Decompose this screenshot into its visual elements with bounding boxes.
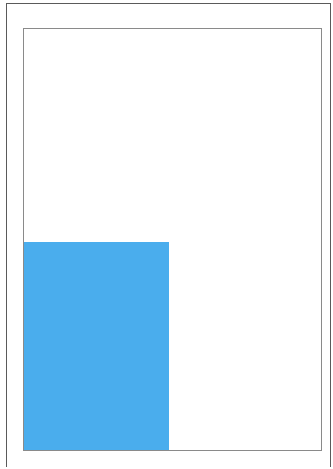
drawing-canvas[interactable]	[23, 28, 322, 451]
blue-rectangle-shape[interactable]	[24, 242, 169, 450]
